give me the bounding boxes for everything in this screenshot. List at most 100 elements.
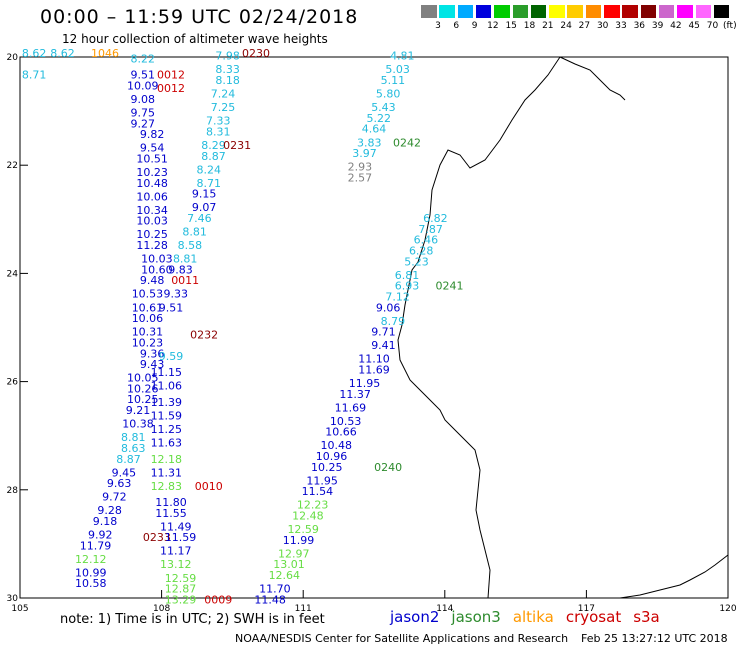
- wave-height-label: 9.51: [130, 69, 155, 82]
- wave-height-label: 4.81: [390, 50, 415, 63]
- legend-swatch: [567, 5, 583, 18]
- legend-swatch: [439, 5, 455, 18]
- wave-height-label: 8.81: [182, 226, 207, 239]
- wave-height-label: 13.29: [165, 593, 197, 606]
- coastline: [397, 56, 729, 599]
- wave-height-label: 11.95: [349, 377, 381, 390]
- wave-height-label: 3.83: [357, 136, 382, 149]
- wave-height-label: 11.99: [283, 534, 315, 547]
- wave-height-label: 8.22: [130, 52, 155, 65]
- wave-height-label: 0009: [204, 593, 232, 606]
- satellite-cryosat: cryosat: [565, 608, 622, 626]
- wave-height-label: 11.15: [151, 366, 183, 379]
- wave-height-label: 5.03: [385, 63, 410, 76]
- wave-height-label: 11.69: [335, 401, 367, 414]
- wave-height-label: 8.24: [197, 163, 222, 176]
- wave-height-label: 9.28: [97, 504, 122, 517]
- satellite-jason2: jason2: [390, 608, 440, 626]
- wave-height-label: 10.61: [132, 301, 164, 314]
- wave-height-label: 9.63: [107, 477, 132, 490]
- legend-swatch: [604, 5, 620, 18]
- wave-height-label: 8.71: [197, 177, 222, 190]
- legend-label: 36: [633, 21, 646, 31]
- legend-label: 6: [453, 21, 460, 31]
- wave-height-label: 11.28: [136, 239, 168, 252]
- wave-height-label: 8.71: [22, 69, 47, 82]
- wave-height-label: 10.09: [127, 79, 159, 92]
- wave-height-label: 11.17: [160, 545, 192, 558]
- lat-tick-label: 30: [7, 594, 19, 604]
- wave-height-label: 7.87: [418, 223, 443, 236]
- wave-height-label: 0233: [143, 531, 171, 544]
- wave-height-label: 9.08: [130, 93, 155, 106]
- wave-height-label: 8.63: [121, 442, 146, 455]
- wave-height-label: 10.53: [330, 415, 362, 428]
- satellite-s3a: s3a: [633, 608, 660, 626]
- wave-height-label: 4.64: [362, 123, 387, 136]
- wave-height-label: 5.11: [381, 74, 406, 87]
- wave-height-label: 0011: [171, 274, 199, 287]
- wave-height-label: 0010: [195, 480, 223, 493]
- legend-label: 42: [670, 21, 682, 31]
- wave-height-label: 10.53: [132, 288, 164, 301]
- coastline-north: [559, 56, 626, 101]
- wave-height-label: 8.31: [206, 125, 231, 138]
- wave-height-label: 0242: [393, 136, 421, 149]
- legend-swatch: [658, 5, 675, 18]
- wave-height-label: 5.23: [404, 255, 429, 268]
- lat-tick-label: 28: [7, 486, 19, 496]
- legend-label: 39: [651, 21, 664, 31]
- wave-height-label: 9.21: [126, 404, 151, 417]
- wave-height-label: 8.81: [121, 431, 146, 444]
- lat-tick-label: 26: [7, 378, 19, 388]
- wave-height-label: 11.48: [254, 593, 286, 606]
- wave-height-label: 1046: [91, 47, 119, 60]
- wave-height-label: 8.87: [116, 453, 141, 466]
- legend-label: 3: [435, 21, 441, 31]
- wave-height-label: 11.37: [339, 388, 371, 401]
- wave-height-label: 10.60: [141, 263, 173, 276]
- wave-height-label: 5.43: [371, 101, 396, 114]
- wave-height-label: 10.31: [132, 326, 164, 339]
- lat-tick-label: 20: [7, 53, 19, 63]
- legend-label: 15: [505, 21, 517, 31]
- wave-height-label: 8.87: [201, 150, 226, 163]
- wave-height-label: 11.49: [160, 520, 192, 533]
- wave-height-label: 10.25: [136, 228, 168, 241]
- wave-height-label: 9.07: [192, 201, 217, 214]
- lon-tick-label: 114: [436, 604, 453, 614]
- legend-swatch: [695, 5, 711, 18]
- legend-swatch: [640, 5, 657, 18]
- wave-height-label: 11.06: [151, 380, 183, 393]
- wave-height-label: 10.99: [75, 566, 107, 579]
- wave-height-label: 9.18: [93, 515, 118, 528]
- wave-height-label: 8.18: [215, 74, 240, 87]
- wave-height-label: 11.63: [151, 437, 183, 450]
- lon-tick-label: 120: [719, 604, 736, 614]
- satellite-key: jason2 jason3 altika cryosat s3a: [390, 608, 672, 626]
- legend-swatch: [677, 5, 693, 18]
- note-text: note: 1) Time is in UTC; 2) SWH is in fe…: [60, 612, 325, 627]
- wave-height-label: 11.79: [80, 539, 112, 552]
- wave-height-label: 0012: [157, 82, 185, 95]
- wave-height-label: 9.54: [140, 142, 165, 155]
- wave-height-label: 11.31: [151, 466, 183, 479]
- wave-height-label: 9.43: [140, 358, 165, 371]
- wave-height-label: 12.48: [292, 510, 324, 523]
- legend-label: 12: [487, 21, 499, 31]
- wave-height-label: 10.26: [127, 382, 159, 395]
- wave-height-label: 10.25: [311, 461, 343, 474]
- legend-swatch: [475, 5, 492, 18]
- legend-swatch: [622, 5, 638, 18]
- legend-label: 70: [706, 21, 719, 31]
- wave-height-label: 12.87: [165, 583, 197, 596]
- wave-height-label: 7.25: [211, 101, 236, 114]
- wave-height-label: 11.39: [151, 396, 183, 409]
- legend-swatch: [512, 5, 528, 18]
- wave-height-label: 6.81: [395, 269, 420, 282]
- wave-height-label: 11.25: [151, 423, 183, 436]
- wave-height-label: 6.28: [409, 244, 434, 257]
- lat-tick-label: 22: [7, 161, 18, 171]
- wave-height-label: 9.59: [159, 350, 184, 363]
